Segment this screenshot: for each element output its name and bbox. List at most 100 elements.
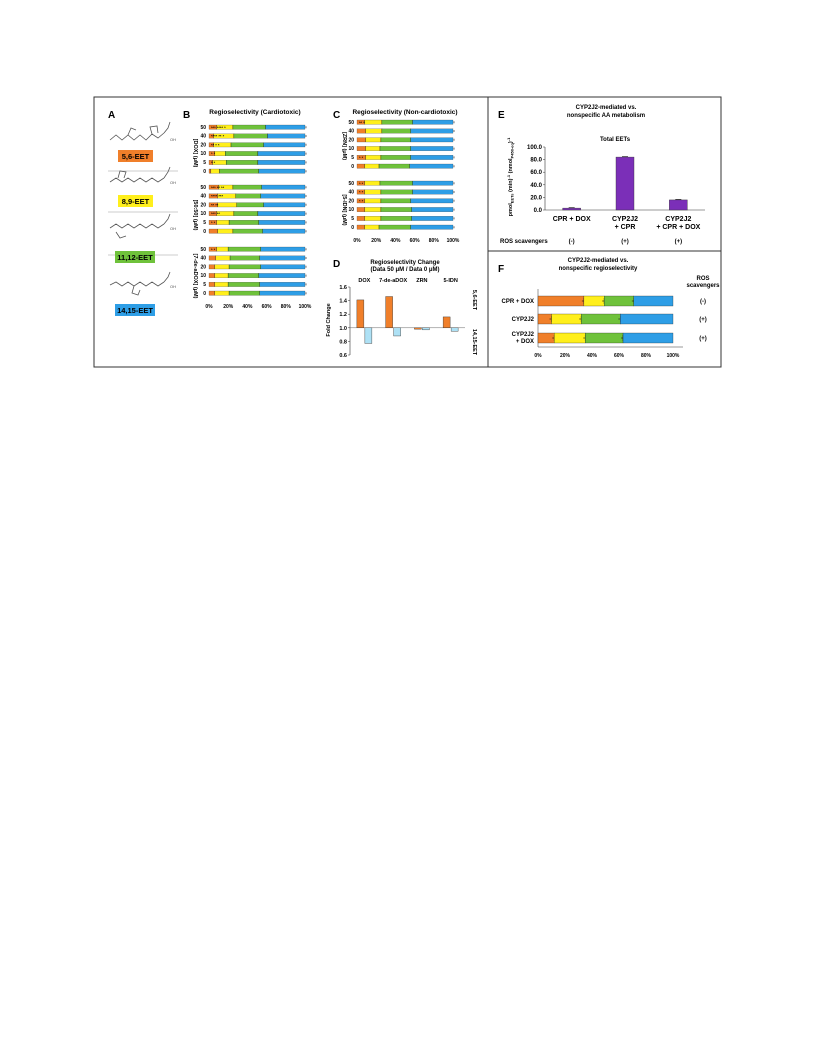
bar (422, 327, 430, 331)
bar-segment (208, 255, 216, 261)
panel-b-x-axis: 0% 20% 40% 60% 80% 100% (205, 304, 312, 310)
bar-segment (622, 332, 674, 344)
bar-segment (228, 282, 260, 287)
bar (450, 327, 459, 332)
category-label: + CPR (615, 224, 636, 231)
bar-segment (633, 295, 674, 307)
bar-segment (356, 163, 365, 169)
panel-c-title: Regioselectivity (Non-cardiotoxic) (352, 109, 457, 116)
bar-segment (216, 246, 229, 252)
row-conc-label: 40 (200, 256, 206, 262)
bar-segment (411, 207, 454, 212)
bar-segment (229, 264, 261, 270)
bar-segment (356, 216, 365, 221)
x-tick-label: 0% (353, 238, 361, 244)
bar-segment (381, 119, 413, 125)
panel-b-group-label-5050: [50:50] (μM) (192, 200, 198, 231)
bar-segment (364, 216, 382, 221)
bar-segment (364, 189, 382, 195)
row-conc-label: 10 (348, 146, 354, 152)
ros-value: (+) (621, 239, 629, 245)
x-tick-label: 100% (447, 238, 460, 244)
bar-segment (365, 128, 383, 134)
bar-segment (412, 189, 454, 195)
bar-segment (208, 264, 215, 270)
svg-text:OH: OH (170, 284, 176, 289)
panel-f: CYP2J2-mediated vs. nonspecific regiosel… (501, 258, 720, 359)
panel-e-series-label: Total EETs (600, 137, 631, 143)
panel-f-chart: CPR + DOX (-)CYP2J2 (+)CYP2J2+ DOX (+)0% 20%… (501, 289, 707, 359)
panel-e-title-1: CYP2J2-mediated vs. (576, 105, 637, 111)
bar-segment (216, 220, 230, 225)
bar-segment (214, 273, 229, 278)
x-tick-label: 100% (299, 304, 312, 310)
legend-item-11-12-eet: 11,12-EET (115, 251, 155, 263)
x-tick-label: 40% (390, 238, 401, 244)
bar-segment (229, 220, 260, 225)
bar-segment (259, 290, 306, 296)
eet1415-structure-icon: OH (109, 271, 176, 296)
bar-segment (226, 160, 259, 165)
x-tick-label: 80% (641, 353, 652, 359)
bar-segment (214, 290, 230, 296)
panel-letter-d: D (333, 259, 340, 270)
bar-segment (364, 198, 382, 204)
panel-letter-f: F (498, 264, 504, 275)
bar-segment (259, 282, 306, 287)
bar-segment (214, 151, 226, 156)
significance-stars: * * (359, 181, 364, 186)
bar-segment (380, 216, 412, 221)
bar-segment (265, 124, 306, 130)
ros-value: (+) (699, 317, 707, 323)
row-conc-label: 10 (200, 211, 206, 217)
legend-item-14-15-eet: 14,15-EET (115, 304, 155, 316)
panel-d-subtitle: (Data 50 μM / Data 0 μM) (370, 267, 439, 273)
bar (562, 207, 581, 211)
x-tick-label: 80% (281, 304, 292, 310)
significance-stars: *** **** * (211, 125, 226, 130)
bar-segment (214, 264, 230, 270)
category-label: 7-de-aDOX (379, 278, 407, 284)
legend-label: 11,12-EET (117, 253, 153, 262)
svg-text:OH: OH (170, 137, 176, 142)
bar-segment (261, 184, 306, 190)
legend-label: 5,6-EET (122, 152, 150, 161)
bar-segment (356, 137, 366, 143)
bar-segment (410, 198, 454, 204)
panel-e-ylabel: pmolEETs (min)-1 (nmolP450-eq)-1 (506, 137, 515, 216)
bar-segment (364, 119, 383, 125)
category-label: 5-IDN (443, 278, 457, 284)
bar-segment (228, 246, 261, 252)
bar-segment (229, 290, 260, 296)
bar-segment (258, 168, 306, 174)
category-label: CYP2J2 (665, 216, 691, 223)
bar-segment (365, 146, 381, 151)
category-label: CYP2J2 (512, 332, 535, 338)
row-conc-label: 20 (348, 198, 354, 204)
y-tick-label: 0.0 (534, 208, 543, 214)
significance-stars: * * (211, 151, 216, 156)
row-conc-label: 40 (348, 129, 354, 135)
bar-segment (233, 133, 268, 139)
bar-segment (257, 211, 306, 216)
row-conc-label: 0 (203, 169, 206, 175)
category-label: + CPR + DOX (656, 224, 700, 231)
row-conc-label: 5 (351, 155, 354, 161)
row-conc-label: 0 (203, 291, 206, 297)
y-tick-label: 0.6 (339, 353, 347, 359)
y-tick-label: 80.0 (530, 158, 542, 164)
bar (615, 156, 635, 211)
ros-value: (+) (699, 336, 707, 342)
bar-segment (380, 137, 411, 143)
bar-segment (257, 151, 306, 156)
bar-segment (208, 290, 215, 296)
bar-segment (219, 168, 260, 174)
bar-segment (232, 124, 266, 130)
row-conc-label: 10 (200, 273, 206, 279)
bar-segment (259, 255, 306, 261)
row-conc-label: 10 (200, 151, 206, 157)
bar-segment (412, 119, 454, 125)
row-conc-label: 5 (203, 220, 206, 226)
significance-stars: ** * * (211, 142, 220, 147)
